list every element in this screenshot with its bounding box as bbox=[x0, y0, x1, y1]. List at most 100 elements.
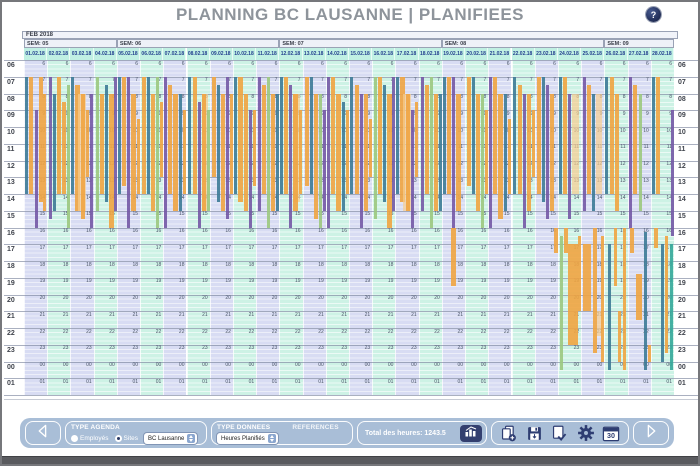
shift-bar[interactable] bbox=[526, 93, 531, 211]
shift-bar[interactable] bbox=[433, 93, 438, 211]
shift-bar[interactable] bbox=[669, 244, 673, 370]
shift-bar[interactable] bbox=[508, 118, 512, 194]
shift-bar[interactable] bbox=[341, 101, 345, 211]
shift-bar[interactable] bbox=[179, 93, 183, 211]
shift-bar[interactable] bbox=[117, 76, 121, 194]
shift-bar[interactable] bbox=[451, 76, 455, 228]
shift-bar[interactable] bbox=[233, 76, 237, 194]
shift-bar[interactable] bbox=[623, 227, 627, 370]
shift-bar[interactable] bbox=[647, 344, 651, 362]
shift-bar[interactable] bbox=[608, 244, 612, 370]
shift-bar[interactable] bbox=[237, 76, 243, 203]
shift-bar[interactable] bbox=[49, 76, 53, 220]
edit-document-icon[interactable] bbox=[550, 423, 570, 443]
shift-bar[interactable] bbox=[248, 110, 252, 228]
shift-bar[interactable] bbox=[192, 76, 197, 194]
shift-bar[interactable] bbox=[567, 244, 578, 345]
shift-bar[interactable] bbox=[653, 227, 658, 249]
shift-bar[interactable] bbox=[53, 93, 57, 211]
shift-bar[interactable] bbox=[86, 110, 90, 178]
shift-bar[interactable] bbox=[549, 93, 554, 211]
shift-bar[interactable] bbox=[360, 93, 363, 228]
shift-bar[interactable] bbox=[364, 93, 368, 211]
site-select[interactable]: BC Lausanne bbox=[144, 433, 198, 444]
shift-bar[interactable] bbox=[187, 76, 191, 194]
shift-bar[interactable] bbox=[211, 76, 216, 178]
copy-document-icon[interactable] bbox=[499, 423, 519, 443]
shift-bar[interactable] bbox=[670, 110, 674, 236]
shift-bar[interactable] bbox=[220, 93, 225, 211]
shift-bar[interactable] bbox=[643, 231, 647, 370]
shift-bar[interactable] bbox=[446, 76, 451, 194]
shift-bar[interactable] bbox=[593, 227, 598, 354]
shift-bar[interactable] bbox=[400, 76, 406, 203]
shift-bar[interactable] bbox=[183, 110, 187, 194]
shift-bar[interactable] bbox=[536, 76, 541, 194]
shift-bar[interactable] bbox=[493, 76, 498, 194]
shift-bar[interactable] bbox=[243, 93, 248, 211]
shift-bar[interactable] bbox=[267, 76, 271, 228]
save-icon[interactable] bbox=[524, 423, 544, 443]
shift-bar[interactable] bbox=[160, 101, 164, 178]
shift-bar[interactable] bbox=[151, 93, 156, 211]
shift-bar[interactable] bbox=[489, 76, 493, 228]
shift-bar[interactable] bbox=[378, 76, 383, 194]
shift-bar[interactable] bbox=[284, 76, 289, 194]
shift-bar[interactable] bbox=[467, 76, 472, 186]
shift-bar[interactable] bbox=[369, 118, 372, 178]
shift-bar[interactable] bbox=[455, 93, 461, 211]
shift-bar[interactable] bbox=[664, 235, 668, 354]
shift-bar[interactable] bbox=[577, 235, 581, 312]
shift-bar[interactable] bbox=[39, 76, 43, 203]
shift-bar[interactable] bbox=[415, 101, 419, 178]
shift-bar[interactable] bbox=[313, 93, 318, 220]
shift-bar[interactable] bbox=[476, 93, 481, 211]
shift-bar[interactable] bbox=[156, 76, 160, 228]
shift-bar[interactable] bbox=[147, 76, 151, 194]
shift-bar[interactable] bbox=[450, 227, 456, 287]
shift-bar[interactable] bbox=[504, 93, 508, 211]
shift-bar[interactable] bbox=[57, 76, 62, 194]
shift-bar[interactable] bbox=[618, 311, 622, 362]
shift-bar[interactable] bbox=[225, 76, 229, 220]
shift-bar[interactable] bbox=[164, 76, 168, 228]
shift-bar[interactable] bbox=[258, 76, 262, 211]
shift-bar[interactable] bbox=[71, 76, 75, 194]
shift-bar[interactable] bbox=[293, 93, 299, 211]
shift-bar[interactable] bbox=[615, 93, 620, 211]
shift-bar[interactable] bbox=[559, 235, 563, 370]
shift-bar[interactable] bbox=[587, 85, 592, 194]
shift-bar[interactable] bbox=[374, 76, 378, 220]
shift-bar[interactable] bbox=[522, 93, 526, 228]
data-type-select[interactable]: Heures Planifiés bbox=[217, 433, 278, 444]
shift-bar[interactable] bbox=[638, 93, 642, 211]
app-badge-icon[interactable]: ? bbox=[646, 7, 661, 22]
shift-bar[interactable] bbox=[81, 93, 86, 220]
shift-bar[interactable] bbox=[583, 244, 592, 312]
shift-bar[interactable] bbox=[442, 76, 446, 194]
shift-bar[interactable] bbox=[309, 76, 313, 194]
shift-bar[interactable] bbox=[424, 85, 429, 194]
shift-bar[interactable] bbox=[614, 227, 618, 287]
shift-bar[interactable] bbox=[596, 93, 603, 194]
shift-bar[interactable] bbox=[126, 76, 130, 228]
shift-bar[interactable] bbox=[104, 85, 108, 203]
shift-bar[interactable] bbox=[383, 85, 387, 203]
shift-bar[interactable] bbox=[142, 76, 147, 194]
shift-bar[interactable] bbox=[629, 227, 634, 253]
shift-bar[interactable] bbox=[632, 85, 637, 194]
shift-bar[interactable] bbox=[531, 110, 535, 178]
shift-bar[interactable] bbox=[411, 110, 415, 228]
shift-bar[interactable] bbox=[201, 93, 206, 211]
shift-bar[interactable] bbox=[628, 76, 632, 228]
shift-bar[interactable] bbox=[322, 110, 326, 211]
shift-bar[interactable] bbox=[262, 85, 267, 194]
shift-bar[interactable] bbox=[635, 273, 642, 320]
shift-bar[interactable] bbox=[553, 227, 558, 253]
shift-bar[interactable] bbox=[472, 76, 476, 194]
shift-bar[interactable] bbox=[168, 85, 173, 194]
chart-button[interactable] bbox=[460, 424, 482, 442]
shift-bar[interactable] bbox=[558, 76, 562, 194]
shift-bar[interactable] bbox=[438, 93, 442, 211]
shift-bar[interactable] bbox=[420, 76, 424, 211]
